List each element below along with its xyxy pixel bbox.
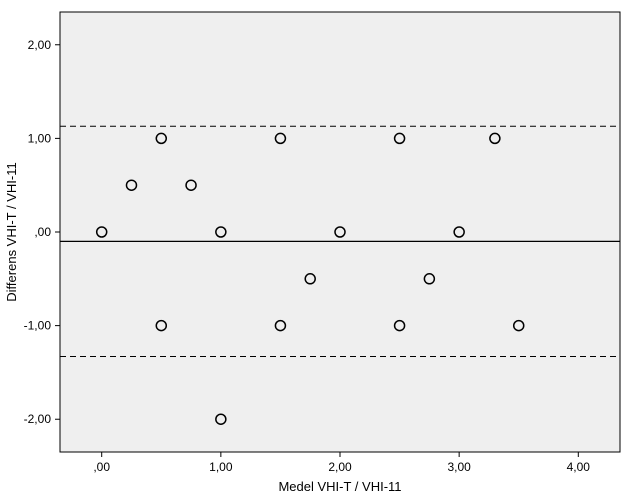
data-point: [216, 227, 226, 237]
bland-altman-chart: ,00 1,00 2,00 3,00 4,00 -2,00 -1,00 ,00 1,00 2,00…: [0, 0, 626, 501]
y-tick-label: -2,00: [24, 412, 52, 426]
x-tick-label: 4,00: [567, 460, 591, 474]
x-tick-label: ,00: [93, 460, 110, 474]
x-tick-label: 1,00: [209, 460, 233, 474]
data-point: [156, 133, 166, 143]
y-tick-label: ,00: [34, 225, 51, 239]
data-point: [454, 227, 464, 237]
data-point: [186, 180, 196, 190]
y-tick-label: 1,00: [28, 131, 52, 145]
data-point: [395, 321, 405, 331]
x-axis-label: Medel VHI-T / VHI-11: [278, 479, 401, 494]
data-point: [395, 133, 405, 143]
data-point: [335, 227, 345, 237]
data-point: [97, 227, 107, 237]
y-tick-label: 2,00: [28, 38, 52, 52]
data-point: [490, 133, 500, 143]
x-tick-label: 3,00: [447, 460, 471, 474]
data-point: [514, 321, 524, 331]
x-tick-label: 2,00: [328, 460, 352, 474]
data-point: [305, 274, 315, 284]
y-axis-label: Differens VHI-T / VHI-11: [4, 162, 19, 301]
data-point: [424, 274, 434, 284]
y-tick-label: -1,00: [24, 319, 52, 333]
chart-svg: ,00 1,00 2,00 3,00 4,00 -2,00 -1,00 ,00 1,00 2,00…: [0, 0, 626, 501]
data-point: [275, 133, 285, 143]
data-point: [156, 321, 166, 331]
data-point: [216, 414, 226, 424]
data-point: [126, 180, 136, 190]
data-point: [275, 321, 285, 331]
